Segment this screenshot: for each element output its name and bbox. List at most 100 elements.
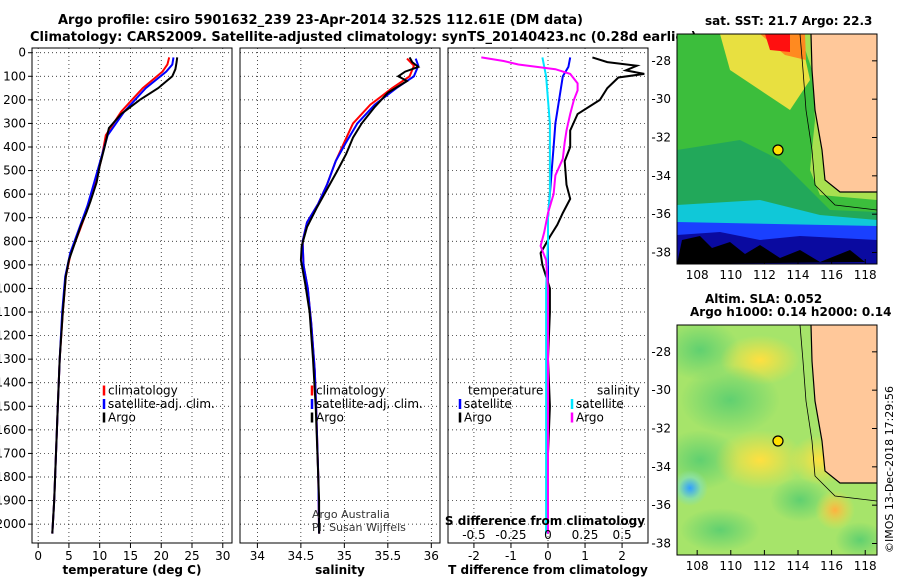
- sst-map: sat. SST: 21.7 Argo: 22.3 108 110 112 114 11…: [651, 14, 878, 282]
- credit-org: Argo Australia: [312, 508, 390, 521]
- map-x-tick-label: 112: [753, 268, 776, 282]
- sla-argo-marker: [772, 435, 784, 447]
- map-x-tick-label: 114: [787, 268, 810, 282]
- credit-pi: PI: Susan Wijffels: [312, 521, 406, 534]
- legend-group-temperature: temperature: [468, 384, 543, 398]
- y-tick-label: 0: [18, 46, 26, 60]
- y-tick-label: 500: [3, 164, 26, 178]
- map-x-tick-label: 118: [854, 559, 877, 573]
- series-line-salinity-satellite: [541, 57, 551, 534]
- series-line-argo: [51, 57, 179, 534]
- series-line-salinity-argo: [481, 56, 579, 534]
- legend-entry: Argo: [108, 411, 136, 425]
- x-tick-label: 35.5: [374, 549, 401, 563]
- x-axis-label: T difference from climatology: [448, 563, 648, 577]
- s-difference-label: S difference from climatology: [445, 514, 645, 528]
- s-diff-tick-label: 0.25: [572, 528, 599, 542]
- map-y-tick-label: -38: [651, 246, 671, 260]
- sla-map-field: [677, 325, 877, 555]
- plot-frame: [239, 47, 441, 544]
- map-x-tick-label: 108: [686, 268, 709, 282]
- map-x-tick-label: 114: [787, 559, 810, 573]
- map-y-tick-label: -36: [651, 207, 671, 221]
- y-tick-label: 100: [3, 69, 26, 83]
- legend-entry: climatology: [108, 384, 178, 398]
- series-line-satellite-adj-clim-: [51, 57, 175, 534]
- s-diff-tick-label: 0: [544, 528, 552, 542]
- y-tick-label: 1100: [0, 305, 26, 319]
- legend-entry: satellite-adj. clim.: [108, 397, 215, 411]
- figure-title-line1: Argo profile: csiro 5901632_239 23-Apr-2…: [58, 13, 583, 28]
- y-tick-label: 700: [3, 211, 26, 225]
- sla-map: Altim. SLA: 0.052 Argo h1000: 0.14 h2000…: [651, 292, 891, 573]
- series-line-satellite-adj-clim-: [301, 58, 420, 534]
- map-x-tick-label: 112: [753, 559, 776, 573]
- x-tick-label: -1: [505, 549, 517, 563]
- y-tick-label: 900: [3, 258, 26, 272]
- sst-argo-marker: [772, 144, 784, 156]
- x-tick-label: 34: [250, 549, 265, 563]
- sla-map-title-line1: Altim. SLA: 0.052: [705, 292, 822, 306]
- x-tick-label: 0: [544, 549, 552, 563]
- x-tick-label: -2: [468, 549, 480, 563]
- legend-entry: Argo: [576, 411, 604, 425]
- map-x-tick-label: 116: [820, 268, 843, 282]
- sst-map-field: [677, 34, 877, 264]
- x-tick-label: 5: [65, 549, 73, 563]
- imos-timestamp: ©IMOS 13-Dec-2018 17:29:56: [883, 386, 896, 553]
- y-tick-label: 600: [3, 187, 26, 201]
- y-tick-label: 1900: [0, 494, 26, 508]
- x-tick-label: 0: [34, 549, 42, 563]
- series-line-temperature-argo: [539, 56, 645, 534]
- series-line-argo: [299, 56, 421, 534]
- plot-frame: [31, 47, 233, 544]
- map-x-tick-label: 116: [820, 559, 843, 573]
- temperature-panel: 0 5 10 15 20 25 30 temperature (deg C) 0 100 200 30…: [0, 46, 233, 577]
- y-tick-label: 1000: [0, 281, 26, 295]
- legend-entry: satellite: [464, 397, 512, 411]
- map-x-tick-label: 110: [719, 268, 742, 282]
- y-tick-label: 1600: [0, 423, 26, 437]
- y-tick-label: 1700: [0, 446, 26, 460]
- difference-panel: -2 -1 0 1 2T difference from climatology S di…: [445, 47, 649, 577]
- x-axis-label: temperature (deg C): [63, 563, 202, 577]
- map-x-tick-label: 110: [719, 559, 742, 573]
- x-tick-label: 15: [123, 549, 138, 563]
- s-diff-tick-label: 0.5: [613, 528, 632, 542]
- sst-map-title: sat. SST: 21.7 Argo: 22.3: [705, 14, 872, 28]
- map-x-tick-label: 118: [854, 268, 877, 282]
- y-tick-label: 2000: [0, 517, 26, 531]
- y-tick-label: 1500: [0, 399, 26, 413]
- x-tick-label: 25: [184, 549, 199, 563]
- x-tick-label: 30: [215, 549, 230, 563]
- x-tick-label: 20: [154, 549, 169, 563]
- y-tick-label: 1200: [0, 329, 26, 343]
- map-y-tick-label: -32: [651, 131, 671, 145]
- sst-map-axes: 108 110 112 114 116 118 -28 -30 -32 -34 -36 -38: [651, 54, 877, 282]
- x-tick-label: 10: [92, 549, 107, 563]
- sla-map-title-line2: Argo h1000: 0.14 h2000: 0.14: [690, 305, 891, 319]
- map-y-tick-label: -32: [651, 422, 671, 436]
- y-tick-label: 200: [3, 93, 26, 107]
- x-tick-label: 2: [618, 549, 626, 563]
- legend-entry: satellite: [576, 397, 624, 411]
- y-tick-label: 400: [3, 140, 26, 154]
- map-y-tick-label: -30: [651, 383, 671, 397]
- y-tick-label: 300: [3, 116, 26, 130]
- y-tick-label: 1400: [0, 376, 26, 390]
- legend-entry: satellite-adj. clim.: [316, 397, 423, 411]
- x-tick-label: 36: [424, 549, 439, 563]
- x-tick-label: 35: [337, 549, 352, 563]
- x-tick-label: 1: [581, 549, 589, 563]
- s-diff-tick-label: -0.25: [495, 528, 526, 542]
- y-tick-label: 1800: [0, 470, 26, 484]
- salinity-panel: 34 34.5 35 35.5 36 salinity climatologysatelli…: [239, 47, 441, 577]
- map-y-tick-label: -28: [651, 345, 671, 359]
- legend-group-salinity: salinity: [597, 384, 640, 398]
- map-y-tick-label: -36: [651, 498, 671, 512]
- sla-map-axes: 108 110 112 114 116 118 -28 -30 -32 -34 -36 -38: [651, 345, 877, 573]
- map-y-tick-label: -30: [651, 92, 671, 106]
- legend-entry: Argo: [464, 411, 492, 425]
- y-tick-label: 1300: [0, 352, 26, 366]
- map-x-tick-label: 108: [686, 559, 709, 573]
